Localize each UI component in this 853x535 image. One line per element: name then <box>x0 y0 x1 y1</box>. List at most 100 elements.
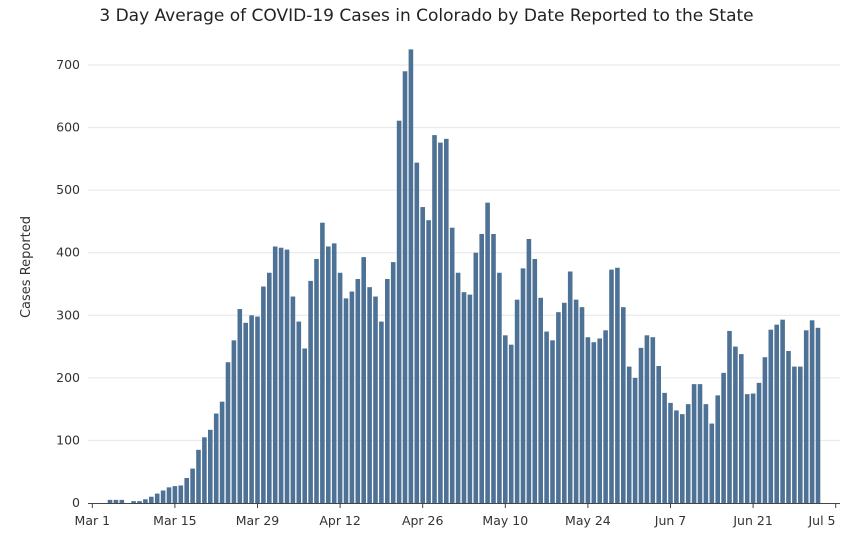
bar <box>656 365 661 503</box>
bar <box>526 238 532 503</box>
bar <box>632 377 638 503</box>
bar <box>609 269 614 503</box>
bar <box>361 257 366 503</box>
x-tick-label: Jun 7 <box>654 513 686 528</box>
bar <box>685 404 691 503</box>
y-tick-label: 200 <box>56 370 80 385</box>
bar <box>302 348 307 503</box>
bar <box>650 337 656 503</box>
bar <box>426 220 431 503</box>
bar <box>733 346 738 503</box>
bar <box>137 501 142 503</box>
bar <box>461 292 467 503</box>
bar <box>644 335 650 503</box>
bar <box>255 316 260 503</box>
x-tick-label: Jun 21 <box>732 513 772 528</box>
bar <box>373 296 378 503</box>
bar <box>119 499 125 503</box>
bar <box>674 410 679 503</box>
bar <box>190 468 195 503</box>
bar <box>485 202 490 503</box>
bar <box>538 297 543 503</box>
bar <box>184 477 189 503</box>
bar <box>638 347 644 503</box>
bar <box>296 321 302 503</box>
bar <box>491 233 496 503</box>
bar <box>809 320 815 503</box>
x-tick-label: Apr 26 <box>402 513 444 528</box>
y-tick-label: 500 <box>56 182 80 197</box>
bar <box>567 271 573 503</box>
bar <box>278 247 284 503</box>
bar <box>396 120 402 504</box>
bar <box>402 71 408 503</box>
x-tick-label: Apr 12 <box>319 513 361 528</box>
bar <box>803 330 809 503</box>
bar <box>455 272 461 503</box>
x-tick-label: Mar 29 <box>236 513 280 528</box>
bar <box>202 437 207 503</box>
bar <box>284 249 290 503</box>
bar <box>503 335 508 503</box>
bar <box>261 286 266 503</box>
bar <box>762 357 768 503</box>
bar <box>615 267 620 503</box>
bar <box>149 496 154 503</box>
bar <box>697 384 703 503</box>
bar <box>196 449 201 503</box>
bars <box>107 49 821 504</box>
bar <box>520 268 526 503</box>
bar <box>815 327 821 503</box>
bar <box>550 340 555 503</box>
bar <box>780 319 785 503</box>
bar <box>703 404 709 503</box>
bar <box>444 138 449 504</box>
chart-title: 3 Day Average of COVID-19 Cases in Color… <box>99 6 754 26</box>
bar <box>272 246 278 503</box>
bar <box>739 354 744 503</box>
bar <box>691 384 697 503</box>
bar <box>709 423 715 503</box>
y-tick-label: 0 <box>72 495 80 510</box>
bar <box>508 344 514 503</box>
bar <box>308 280 313 503</box>
bar <box>668 402 673 503</box>
x-tick-label: May 10 <box>482 513 528 528</box>
bar <box>544 331 549 503</box>
bar <box>237 309 243 503</box>
bar <box>438 142 443 504</box>
bar <box>591 342 597 503</box>
bar <box>750 393 756 503</box>
bar <box>744 394 750 503</box>
bar <box>331 243 337 503</box>
bar <box>774 324 779 503</box>
bar <box>514 299 520 503</box>
bar <box>432 135 437 503</box>
bar <box>172 486 178 503</box>
bar <box>792 366 797 503</box>
bar <box>290 296 296 503</box>
y-tick-label: 600 <box>56 120 80 135</box>
bar <box>532 258 538 503</box>
bar <box>626 366 632 503</box>
bar <box>131 501 136 503</box>
bar <box>208 429 213 503</box>
bar <box>680 414 685 503</box>
bar <box>768 329 774 503</box>
bar <box>585 337 591 503</box>
x-tick-label: May 24 <box>565 513 611 528</box>
bar <box>756 382 762 503</box>
bar <box>408 49 414 503</box>
bar <box>143 499 148 503</box>
bar <box>367 287 372 503</box>
y-tick-label: 100 <box>56 432 80 447</box>
bar <box>786 350 791 503</box>
bar <box>497 272 502 503</box>
bar <box>219 401 225 503</box>
y-axis-ticks: 0 100 200 300 400 500 600 700 <box>56 57 80 510</box>
x-tick-label: Mar 1 <box>75 513 111 528</box>
bar <box>727 330 732 503</box>
bar <box>715 395 720 503</box>
bar <box>603 330 608 503</box>
